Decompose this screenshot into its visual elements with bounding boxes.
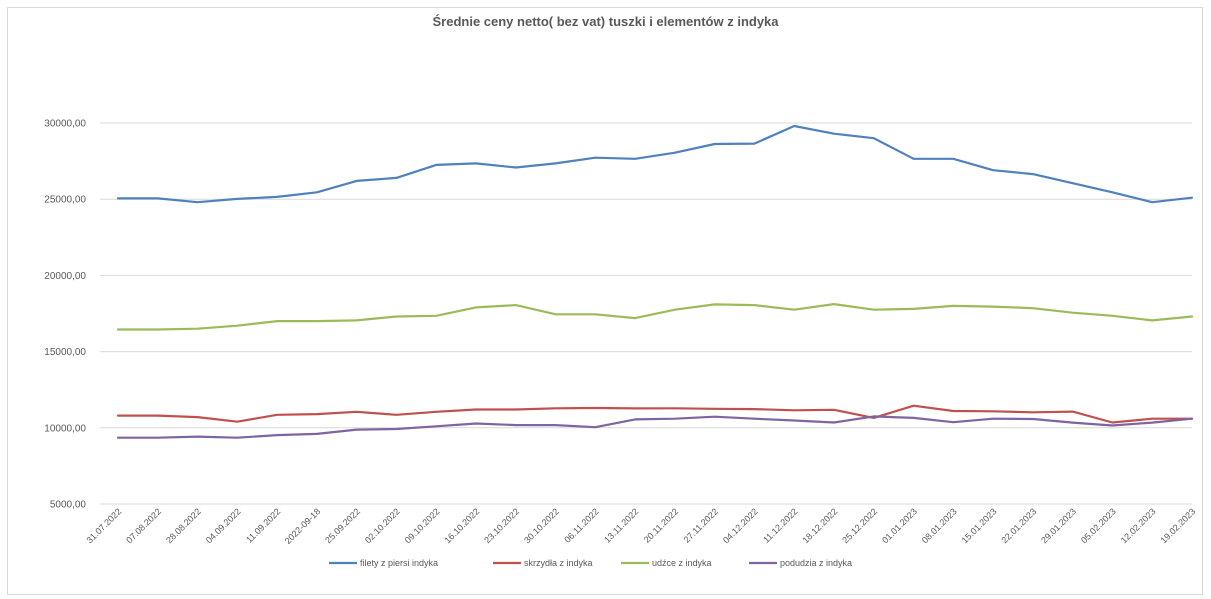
x-tick-label: 18.12.2022 [800,506,839,545]
x-tick-label: 12.02.2023 [1119,506,1158,545]
y-tick-label: 30000,00 [44,119,86,130]
x-tick-label: 27.11.2022 [682,506,720,544]
y-tick-label: 20000,00 [44,271,86,282]
x-tick-label: 04.12.2022 [721,506,760,545]
x-tick-label: 01.01.2023 [880,506,919,545]
y-tick-label: 15000,00 [44,347,86,358]
x-axis-ticks: 31.07.2022 07.08.2022 28.08.2022 04.09.2022… [84,506,1197,546]
y-tick-label: 5000,00 [50,500,87,511]
series-lines [116,124,1194,439]
x-tick-label: 22.01.2023 [999,506,1038,545]
x-tick-label: 09.10.2022 [403,506,442,545]
y-tick-label: 10000,00 [44,423,86,434]
x-tick-label: 15.01.2023 [960,506,999,545]
x-tick-label: 25.09.2022 [323,506,362,545]
x-tick-label: 11.12.2022 [761,506,799,544]
y-tick-label: 25000,00 [44,195,86,206]
x-tick-label: 29.01.2023 [1039,506,1078,545]
x-tick-label: 04.09.2022 [204,506,243,545]
x-tick-label: 20.11.2022 [642,506,680,544]
x-tick-label: 05.02.2023 [1079,506,1118,545]
series-line-2 [116,404,1194,424]
legend-label: udźce z indyka [652,558,712,568]
x-tick-label: 31.07.2022 [84,506,123,545]
x-tick-label: 2022-09-18 [283,506,323,546]
x-tick-label: 07.08.2022 [124,506,163,545]
x-tick-label: 13.11.2022 [602,506,640,544]
legend-label: filety z piersi indyka [360,558,438,568]
gridlines [100,122,1192,505]
legend: filety z piersi indyka skrzydła z indyka u… [329,558,852,568]
x-tick-label: 02.10.2022 [363,506,402,545]
x-tick-label: 11.09.2022 [244,506,282,544]
legend-label: skrzydła z indyka [524,558,593,568]
x-tick-label: 06.11.2022 [562,506,600,544]
legend-label: podudzia z indyka [780,558,852,568]
series-line-3 [116,303,1194,331]
y-axis-ticks: 5000,00 10000,00 15000,00 20000,00 25000,00 3… [44,119,86,511]
x-tick-label: 16.10.2022 [442,506,481,545]
chart-area [7,7,1203,595]
x-tick-label: 28.08.2022 [164,506,203,545]
series-line-1 [116,124,1194,204]
x-tick-label: 08.01.2023 [920,506,959,545]
x-tick-label: 25.12.2022 [840,506,879,545]
x-tick-label: 30.10.2022 [522,506,561,545]
chart-title: Średnie ceny netto( bez vat) tuszki i el… [432,14,779,29]
x-tick-label: 23.10.2022 [482,506,521,545]
series-line-4 [116,415,1194,439]
x-tick-label: 19.02.2023 [1158,506,1197,545]
